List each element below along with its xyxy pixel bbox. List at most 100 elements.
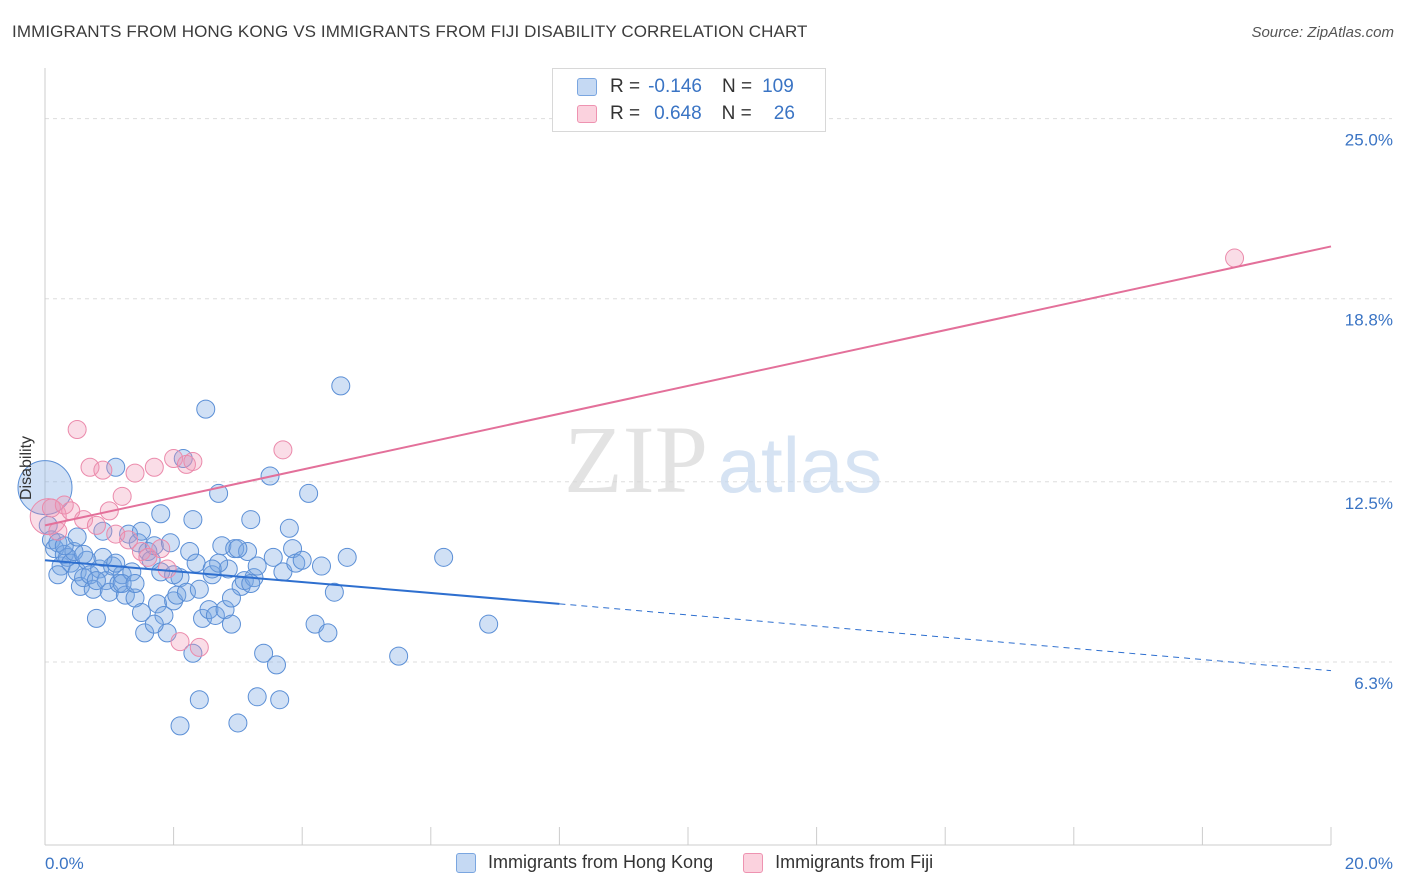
legend-swatch-fiji — [743, 852, 764, 873]
legend-label-hong-kong: Immigrants from Hong Kong — [488, 852, 714, 872]
data-point-hong-kong — [215, 600, 235, 620]
data-point-hong-kong — [218, 559, 238, 579]
legend-n-value: 109 — [762, 76, 794, 97]
y-tick-label: 12.5% — [1345, 494, 1393, 513]
data-point-fiji — [1225, 248, 1245, 268]
data-point-hong-kong — [263, 547, 283, 567]
legend-n-value: 26 — [773, 103, 795, 124]
data-point-fiji — [67, 419, 87, 439]
data-point-hong-kong — [131, 603, 151, 623]
data-point-hong-kong — [434, 547, 454, 567]
data-point-fiji — [170, 632, 190, 652]
trend-line-fiji — [44, 245, 1332, 527]
gridlines — [45, 118, 1392, 663]
data-point-hong-kong — [196, 399, 216, 419]
data-point-fiji — [125, 463, 145, 483]
legend-row-hong-kong: R = -0.146 N = 109 — [577, 75, 794, 99]
x-tick-label: 20.0% — [1345, 854, 1393, 873]
watermark: ZIP atlas — [564, 406, 882, 513]
data-point-fiji — [157, 559, 177, 579]
data-point-fiji — [151, 539, 171, 559]
tick-labels: 6.3% 12.5% 18.8% 25.0% 0.0% 20.0% — [45, 131, 1393, 873]
data-point-hong-kong — [180, 542, 200, 562]
data-point-hong-kong — [221, 614, 241, 634]
data-point-fiji — [86, 515, 106, 535]
data-point-hong-kong — [337, 547, 357, 567]
data-point-hong-kong — [67, 527, 87, 547]
y-tick-label: 18.8% — [1345, 311, 1393, 330]
series-fiji — [29, 248, 1245, 657]
chart-title: IMMIGRANTS FROM HONG KONG VS IMMIGRANTS … — [12, 22, 808, 41]
data-point-hong-kong — [221, 588, 241, 608]
data-point-hong-kong — [106, 457, 126, 477]
data-point-fiji — [119, 530, 139, 550]
legend-r-value: -0.146 — [648, 76, 702, 97]
data-point-hong-kong — [74, 544, 94, 564]
data-point-fiji — [80, 457, 100, 477]
legend-label-fiji: Immigrants from Fiji — [775, 852, 934, 872]
trend-lines — [44, 245, 1332, 672]
data-point-hong-kong — [228, 713, 248, 733]
data-point-hong-kong — [189, 690, 209, 710]
data-point-fiji — [106, 524, 126, 544]
data-point-hong-kong — [205, 605, 225, 625]
data-point-hong-kong — [148, 594, 168, 614]
data-point-fiji — [112, 486, 132, 506]
legend-r-label: R = — [610, 103, 641, 124]
legend-swatch-hong-kong — [456, 852, 476, 873]
x-tick-label: 0.0% — [45, 854, 84, 873]
data-point-hong-kong — [86, 608, 106, 628]
data-point-fiji — [273, 440, 293, 460]
watermark-atlas: atlas — [718, 421, 883, 509]
data-point-hong-kong — [279, 518, 299, 538]
correlation-legend: R = -0.146 N = 109 R = 0.648 N = 26 — [552, 68, 826, 132]
series-legend: Immigrants from Hong Kong Immigrants fro… — [456, 852, 963, 873]
data-point-hong-kong — [183, 510, 203, 530]
legend-item-hong-kong[interactable]: Immigrants from Hong Kong — [456, 852, 713, 873]
data-point-hong-kong — [389, 646, 409, 666]
data-point-hong-kong — [228, 539, 248, 559]
data-point-hong-kong — [324, 582, 344, 602]
legend-r-label: R = — [610, 76, 641, 97]
data-point-hong-kong — [270, 690, 290, 710]
data-point-hong-kong — [106, 553, 126, 573]
data-point-hong-kong — [479, 614, 499, 634]
data-point-hong-kong — [48, 565, 68, 585]
data-point-hong-kong — [247, 687, 267, 707]
data-point-hong-kong — [125, 573, 145, 593]
data-point-hong-kong — [292, 550, 312, 570]
legend-item-fiji[interactable]: Immigrants from Fiji — [743, 852, 933, 873]
data-point-hong-kong — [299, 483, 319, 503]
data-point-hong-kong — [266, 655, 286, 675]
legend-n-label: N = — [721, 76, 753, 97]
legend-n-label: N = — [721, 103, 752, 124]
chart-source: Source: ZipAtlas.com — [1251, 24, 1394, 41]
data-point-hong-kong — [86, 571, 106, 591]
legend-r-value: 0.648 — [654, 103, 702, 124]
data-point-fiji — [164, 449, 184, 469]
legend-swatch-hong-kong — [577, 78, 597, 96]
data-point-hong-kong — [247, 556, 267, 576]
legend-row-fiji: R = 0.648 N = 26 — [577, 102, 795, 126]
series-hong-kong — [17, 376, 499, 736]
legend-swatch-fiji — [577, 105, 597, 123]
data-point-hong-kong — [186, 553, 206, 573]
data-point-hong-kong — [151, 504, 171, 524]
data-point-fiji — [189, 637, 209, 657]
y-axis-label: Disability — [18, 435, 35, 500]
data-point-hong-kong — [311, 556, 331, 576]
data-point-hong-kong — [144, 614, 164, 634]
data-point-hong-kong — [254, 643, 274, 663]
y-tick-label: 25.0% — [1345, 131, 1393, 150]
data-point-hong-kong — [331, 376, 351, 396]
data-point-hong-kong — [189, 579, 209, 599]
axes — [44, 68, 1332, 846]
data-point-fiji — [41, 498, 61, 518]
y-tick-label: 6.3% — [1354, 674, 1393, 693]
trend-line-hong-kong — [44, 559, 560, 605]
data-point-hong-kong — [160, 533, 180, 553]
data-point-fiji — [183, 451, 203, 471]
data-point-hong-kong — [241, 510, 261, 530]
data-point-hong-kong — [176, 582, 196, 602]
